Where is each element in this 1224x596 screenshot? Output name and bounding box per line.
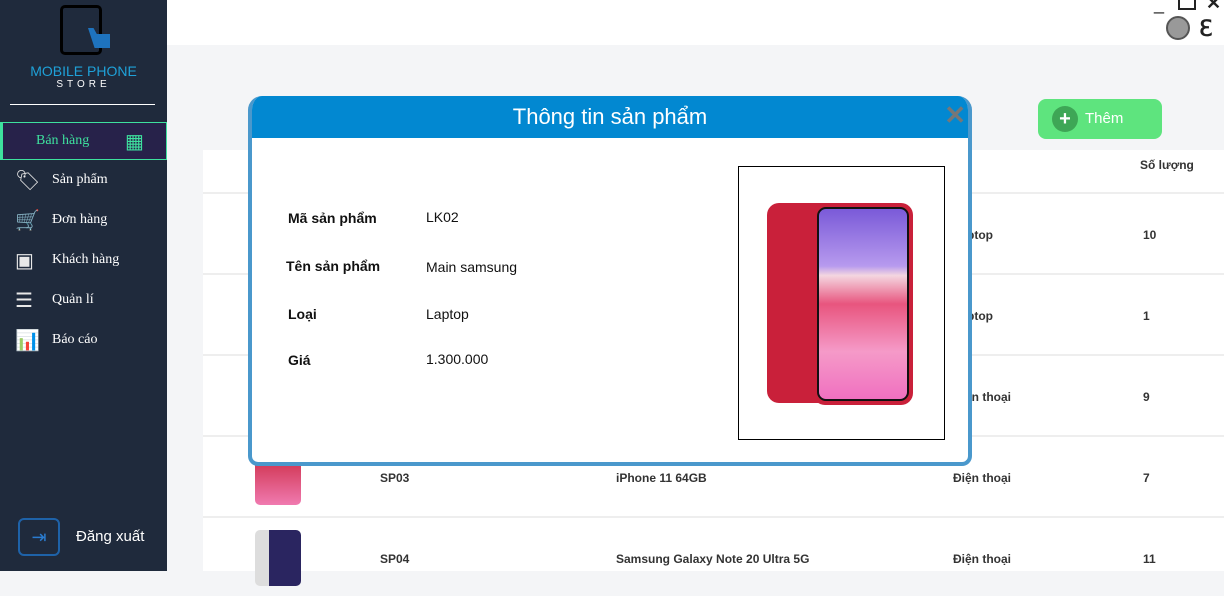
sidebar-item-label: Báo cáo bbox=[52, 332, 98, 347]
cell-type: Điện thoại bbox=[953, 471, 1012, 485]
label-code: Mã sản phẩm bbox=[288, 210, 377, 226]
top-bar bbox=[167, 0, 1224, 45]
label-type: Loại bbox=[288, 306, 317, 322]
minimize-button[interactable]: _ bbox=[1154, 0, 1165, 14]
cell-code: SP04 bbox=[380, 552, 410, 566]
value-price: 1.300.000 bbox=[426, 351, 489, 367]
cell-code: SP03 bbox=[380, 471, 410, 485]
sidebar-item-bao-cao[interactable]: 📊 Báo cáo bbox=[0, 322, 167, 360]
brand-sub: STORE bbox=[56, 79, 111, 90]
cell-qty: 1 bbox=[1143, 309, 1150, 323]
logo-tablet-icon bbox=[60, 5, 102, 55]
product-image bbox=[255, 530, 301, 586]
cart-plus-icon: 🛒 bbox=[15, 210, 40, 232]
cell-name: Samsung Galaxy Note 20 Ultra 5G bbox=[616, 552, 810, 566]
sidebar-item-label: Quản lí bbox=[52, 292, 94, 307]
add-button-label: Thêm bbox=[1085, 110, 1124, 127]
header-quantity: Số lượng bbox=[1140, 158, 1194, 172]
value-code: LK02 bbox=[426, 209, 459, 225]
checklist-icon: ☰ bbox=[15, 290, 33, 312]
cell-type: Điện thoại bbox=[953, 552, 1012, 566]
divider bbox=[10, 104, 155, 105]
contact-book-icon: ▣ bbox=[15, 250, 34, 272]
close-icon[interactable]: ✕ bbox=[944, 100, 966, 130]
value-type: Laptop bbox=[426, 306, 469, 322]
product-info-dialog: Thông tin sản phẩm ✕ Mã sản phẩm LK02 Tê… bbox=[248, 96, 972, 466]
cell-qty: 7 bbox=[1143, 471, 1150, 485]
logout-button[interactable]: Đăng xuất bbox=[76, 528, 145, 545]
sidebar-item-quan-li[interactable]: ☰ Quản lí bbox=[0, 282, 167, 320]
sidebar-item-san-pham[interactable]: 🏷 Sản phẩm bbox=[0, 162, 167, 200]
sidebar-item-label: Khách hàng bbox=[52, 252, 120, 267]
plus-icon: + bbox=[1052, 106, 1078, 132]
sidebar-item-ban-hang[interactable]: Bán hàng ▦ bbox=[0, 122, 167, 160]
logout-small-icon[interactable]: ℇ bbox=[1199, 16, 1213, 41]
sidebar-item-don-hang[interactable]: 🛒 Đơn hàng bbox=[0, 202, 167, 240]
add-button[interactable]: + Thêm bbox=[1038, 99, 1162, 139]
cell-qty: 10 bbox=[1143, 228, 1157, 242]
table-row[interactable]: SP04 Samsung Galaxy Note 20 Ultra 5G Điện … bbox=[203, 516, 1224, 596]
logout-icon[interactable]: ⇥ bbox=[18, 518, 60, 556]
sidebar-item-label: Sản phẩm bbox=[52, 172, 108, 187]
maximize-button[interactable] bbox=[1178, 0, 1196, 10]
bar-chart-icon: 📊 bbox=[15, 330, 40, 352]
user-icon[interactable] bbox=[1166, 16, 1190, 40]
value-name: Main samsung bbox=[426, 259, 518, 275]
cell-qty: 9 bbox=[1143, 390, 1150, 404]
sidebar: MOBILE PHONE STORE Bán hàng ▦ 🏷 Sản phẩm 🛒… bbox=[0, 0, 167, 571]
cell-name: iPhone 11 64GB bbox=[616, 471, 707, 485]
brand-name: MOBILE PHONE bbox=[30, 63, 137, 79]
tag-icon: 🏷 bbox=[15, 170, 41, 192]
cell-qty: 11 bbox=[1143, 552, 1156, 566]
dialog-title: Thông tin sản phẩm bbox=[252, 96, 968, 138]
phone-front bbox=[813, 203, 913, 405]
label-name: Tên sản phẩm bbox=[286, 258, 381, 274]
sidebar-item-label: Đơn hàng bbox=[52, 212, 108, 227]
sidebar-item-label: Bán hàng bbox=[36, 133, 90, 148]
label-price: Giá bbox=[288, 352, 311, 368]
product-image bbox=[738, 166, 945, 440]
sidebar-item-khach-hang[interactable]: ▣ Khách hàng bbox=[0, 242, 167, 280]
close-window-button[interactable]: ✕ bbox=[1206, 0, 1222, 13]
cash-register-icon: ▦ bbox=[125, 131, 144, 153]
